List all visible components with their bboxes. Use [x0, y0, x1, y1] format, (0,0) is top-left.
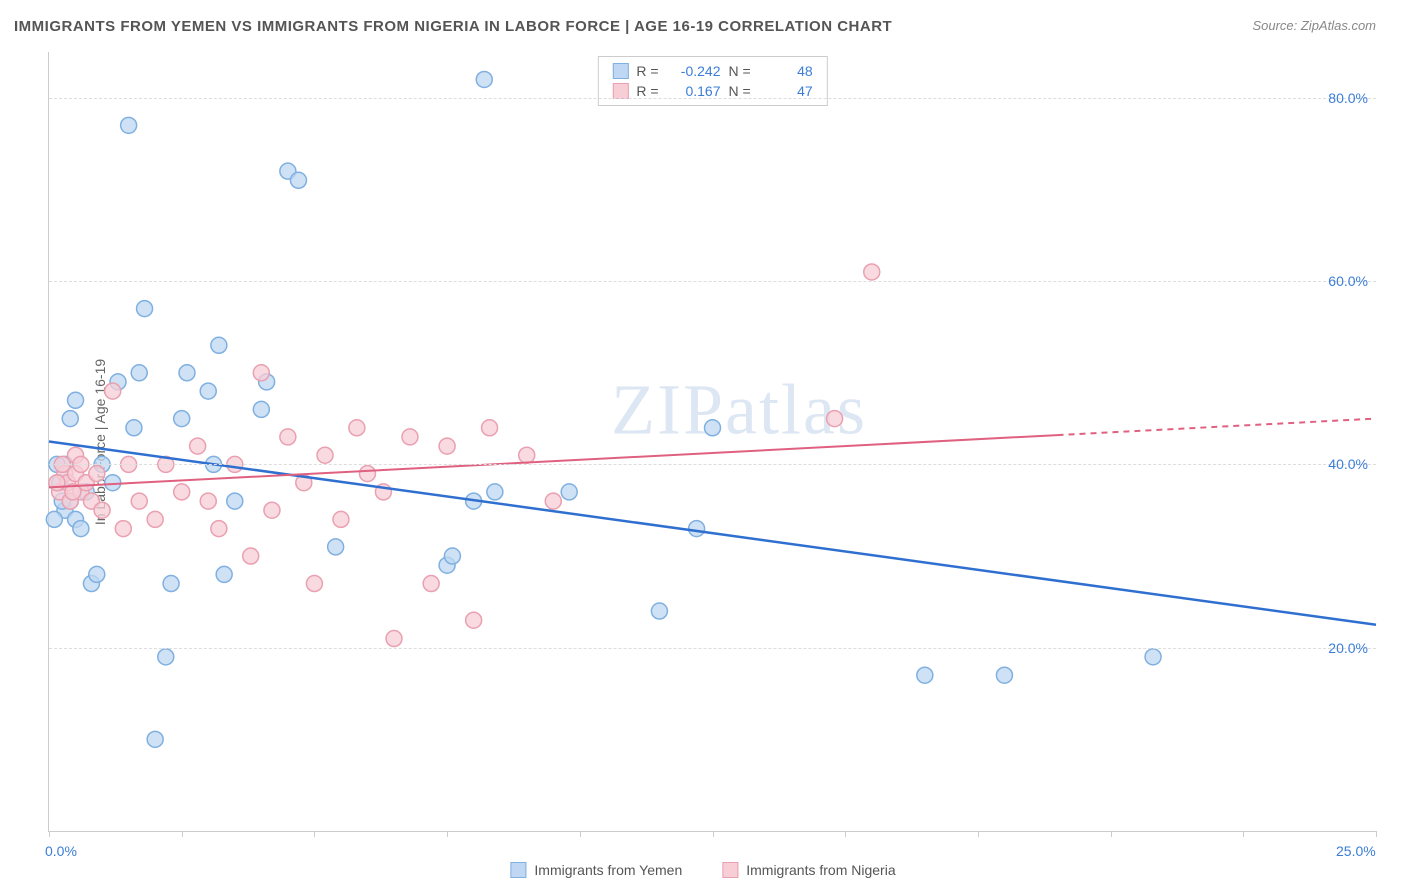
x-axis-label: 0.0%	[45, 843, 77, 859]
data-point	[89, 466, 105, 482]
data-point	[46, 511, 62, 527]
x-tick	[447, 831, 448, 837]
y-tick-label: 40.0%	[1328, 456, 1368, 472]
data-point	[306, 576, 322, 592]
data-point	[280, 429, 296, 445]
data-point	[827, 411, 843, 427]
data-point	[131, 493, 147, 509]
data-point	[163, 576, 179, 592]
data-point	[482, 420, 498, 436]
legend-swatch-nigeria-bottom	[722, 862, 738, 878]
data-point	[519, 447, 535, 463]
data-point	[68, 392, 84, 408]
data-point	[147, 511, 163, 527]
x-tick	[1111, 831, 1112, 837]
data-point	[328, 539, 344, 555]
data-point	[227, 493, 243, 509]
data-point	[147, 731, 163, 747]
data-point	[349, 420, 365, 436]
data-point	[689, 521, 705, 537]
correlation-chart: IMMIGRANTS FROM YEMEN VS IMMIGRANTS FROM…	[0, 0, 1406, 892]
data-point	[158, 649, 174, 665]
data-point	[216, 566, 232, 582]
data-point	[137, 301, 153, 317]
data-point	[253, 401, 269, 417]
plot-svg	[49, 52, 1376, 831]
data-point	[94, 502, 110, 518]
data-point	[290, 172, 306, 188]
data-point	[487, 484, 503, 500]
data-point	[200, 383, 216, 399]
data-point	[211, 521, 227, 537]
x-tick	[182, 831, 183, 837]
data-point	[49, 475, 65, 491]
data-point	[864, 264, 880, 280]
legend-swatch-yemen-bottom	[510, 862, 526, 878]
data-point	[62, 411, 78, 427]
data-point	[264, 502, 280, 518]
x-axis-label: 25.0%	[1336, 843, 1376, 859]
data-point	[705, 420, 721, 436]
data-point	[174, 411, 190, 427]
grid-line	[49, 464, 1376, 465]
y-tick-label: 60.0%	[1328, 273, 1368, 289]
data-point	[333, 511, 349, 527]
grid-line	[49, 98, 1376, 99]
data-point	[174, 484, 190, 500]
legend-item-nigeria: Immigrants from Nigeria	[722, 862, 895, 878]
x-tick	[49, 831, 50, 837]
y-tick-label: 80.0%	[1328, 90, 1368, 106]
legend-label-yemen: Immigrants from Yemen	[534, 862, 682, 878]
y-tick-label: 20.0%	[1328, 640, 1368, 656]
x-tick	[580, 831, 581, 837]
data-point	[115, 521, 131, 537]
data-point	[466, 612, 482, 628]
data-point	[423, 576, 439, 592]
data-point	[190, 438, 206, 454]
source-label: Source: ZipAtlas.com	[1252, 18, 1376, 33]
data-point	[402, 429, 418, 445]
grid-line	[49, 281, 1376, 282]
data-point	[200, 493, 216, 509]
data-point	[126, 420, 142, 436]
data-point	[73, 521, 89, 537]
chart-title: IMMIGRANTS FROM YEMEN VS IMMIGRANTS FROM…	[14, 18, 892, 35]
legend-label-nigeria: Immigrants from Nigeria	[746, 862, 895, 878]
data-point	[651, 603, 667, 619]
x-tick	[845, 831, 846, 837]
x-tick	[314, 831, 315, 837]
trend-line-extrapolated	[1058, 419, 1376, 435]
data-point	[476, 71, 492, 87]
x-tick	[1243, 831, 1244, 837]
data-point	[439, 438, 455, 454]
data-point	[561, 484, 577, 500]
data-point	[243, 548, 259, 564]
data-point	[211, 337, 227, 353]
x-tick	[1376, 831, 1377, 837]
data-point	[1145, 649, 1161, 665]
data-point	[105, 383, 121, 399]
x-tick	[978, 831, 979, 837]
data-point	[917, 667, 933, 683]
data-point	[131, 365, 147, 381]
grid-line	[49, 648, 1376, 649]
data-point	[996, 667, 1012, 683]
data-point	[386, 631, 402, 647]
data-point	[121, 117, 137, 133]
data-point	[317, 447, 333, 463]
data-point	[359, 466, 375, 482]
data-point	[179, 365, 195, 381]
legend-item-yemen: Immigrants from Yemen	[510, 862, 682, 878]
data-point	[253, 365, 269, 381]
data-point	[545, 493, 561, 509]
plot-area: In Labor Force | Age 16-19 ZIPatlas R = …	[48, 52, 1376, 832]
data-point	[89, 566, 105, 582]
data-point	[444, 548, 460, 564]
trend-line	[49, 442, 1376, 625]
legend-series: Immigrants from Yemen Immigrants from Ni…	[510, 862, 895, 878]
x-tick	[713, 831, 714, 837]
